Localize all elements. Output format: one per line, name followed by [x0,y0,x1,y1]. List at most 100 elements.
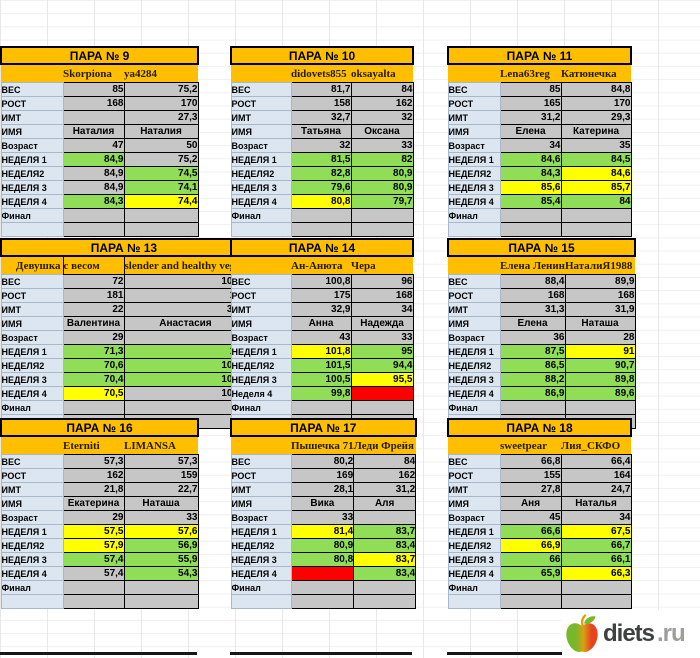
value-cell[interactable]: 29 [62,510,125,525]
value-cell[interactable]: Оксана [350,124,414,139]
row-label-cell[interactable]: ИМТ [447,482,501,497]
value-cell[interactable] [123,580,199,595]
value-cell[interactable]: 28 [123,330,248,345]
value-cell[interactable]: 81,5 [290,152,352,167]
row-label-cell[interactable]: ИМТ [447,302,501,317]
row-label-cell[interactable]: РОСТ [0,96,64,111]
row-label-cell[interactable]: ИМЯ [447,316,501,331]
value-cell[interactable] [290,566,355,581]
row-label-cell[interactable]: Возраст [0,330,64,345]
value-cell[interactable] [560,208,632,223]
pair-name-label-cell[interactable] [231,436,291,455]
value-cell[interactable]: 65,9 [499,566,562,581]
value-cell[interactable]: 101,8 [290,344,352,359]
row-label-cell[interactable]: Возраст [230,510,292,525]
value-cell[interactable]: 22,7 [123,482,199,497]
pair-name-label-cell[interactable] [448,64,500,83]
row-label-cell[interactable]: НЕДЕЛЯ2 [0,358,64,373]
value-cell[interactable]: 162 [62,468,125,483]
value-cell[interactable] [350,208,414,223]
row-label-cell[interactable]: НЕДЕЛЯ 4 [447,566,501,581]
value-cell[interactable]: Анастасия [123,316,248,331]
row-label-cell[interactable]: НЕДЕЛЯ 1 [0,152,64,167]
pair-name-1-cell[interactable]: Skorpiona [63,64,124,83]
row-label-cell[interactable]: РОСТ [447,96,501,111]
pair-name-1-cell[interactable]: Lena63reg [500,64,561,83]
value-cell[interactable]: 36 [499,330,566,345]
value-cell[interactable] [499,400,566,415]
value-cell[interactable] [290,400,352,415]
value-cell[interactable]: 28,1 [290,482,355,497]
row-label-cell[interactable]: НЕДЕЛЯ 4 [0,566,64,581]
row-label-cell[interactable]: ВЕС [230,82,292,97]
value-cell[interactable]: 83,4 [353,538,417,553]
value-cell[interactable]: 66 [499,552,562,567]
value-cell[interactable]: 66,9 [499,538,562,553]
value-cell[interactable] [499,594,562,609]
value-cell[interactable]: 84,6 [560,166,632,181]
value-cell[interactable]: 170 [123,96,199,111]
row-label-cell[interactable]: НЕДЕЛЯ 1 [0,524,64,539]
row-label-cell[interactable]: НЕДЕЛЯ 1 [230,524,292,539]
row-label-cell[interactable]: Возраст [447,330,501,345]
value-cell[interactable] [62,594,125,609]
row-label-cell[interactable]: РОСТ [230,288,292,303]
row-label-cell[interactable]: ВЕС [230,274,292,289]
value-cell[interactable]: 50 [123,138,199,153]
value-cell[interactable]: 37,7 [123,302,248,317]
row-label-cell[interactable]: Возраст [0,138,64,153]
value-cell[interactable]: Наталия [123,124,199,139]
row-label-cell[interactable]: РОСТ [230,468,292,483]
value-cell[interactable]: 74,1 [123,180,199,195]
value-cell[interactable] [290,222,352,237]
value-cell[interactable]: 85,7 [560,180,632,195]
row-label-cell[interactable]: ИМТ [230,110,292,125]
value-cell[interactable]: 162 [350,96,414,111]
value-cell[interactable]: 79,6 [290,180,352,195]
row-label-cell[interactable]: НЕДЕЛЯ 1 [447,524,501,539]
row-label-cell[interactable]: РОСТ [230,96,292,111]
pair-name-label-cell[interactable] [231,64,291,83]
row-label-cell[interactable]: ВЕС [230,454,292,469]
value-cell[interactable]: 99,8 [290,386,352,401]
value-cell[interactable]: 84,9 [62,180,125,195]
value-cell[interactable]: 57,3 [123,454,199,469]
value-cell[interactable]: Вика [290,496,355,511]
value-cell[interactable]: 82,8 [290,166,352,181]
value-cell[interactable]: Елена [499,124,562,139]
value-cell[interactable] [62,208,125,223]
row-label-cell[interactable]: Финал [447,208,501,223]
value-cell[interactable]: 29 [62,330,125,345]
row-label-cell[interactable]: РОСТ [447,468,501,483]
value-cell[interactable]: 101,5 [290,358,352,373]
row-label-cell[interactable]: Неделя 4 [230,386,292,401]
row-label-cell[interactable]: ВЕС [447,454,501,469]
value-cell[interactable]: 33 [123,510,199,525]
value-cell[interactable]: 66,7 [560,538,632,553]
value-cell[interactable]: 168 [350,288,414,303]
row-label-cell[interactable]: НЕДЕЛЯ 3 [0,372,64,387]
row-label-cell[interactable] [230,594,292,609]
value-cell[interactable]: 66,6 [499,524,562,539]
value-cell[interactable]: 34 [499,138,562,153]
pair-title-cell[interactable]: ПАРА № 18 [447,418,632,437]
row-label-cell[interactable]: НЕДЕЛЯ 1 [230,152,292,167]
pair-name-2-cell[interactable]: НаталиЯ1988 [565,256,635,275]
pair-title-cell[interactable]: ПАРА № 15 [447,238,636,257]
value-cell[interactable]: 33 [350,330,414,345]
value-cell[interactable]: 84,9 [62,166,125,181]
value-cell[interactable]: 89,6 [564,386,636,401]
pair-title-cell[interactable]: ПАРА № 10 [230,46,414,65]
value-cell[interactable] [123,208,199,223]
value-cell[interactable]: 80,8 [290,552,355,567]
value-cell[interactable]: 175 [290,288,352,303]
value-cell[interactable]: 84 [353,454,417,469]
value-cell[interactable]: 33 [350,138,414,153]
pair-name-2-cell[interactable]: slender and healthy vegan [123,256,247,275]
row-label-cell[interactable]: ВЕС [0,82,64,97]
value-cell[interactable] [560,594,632,609]
value-cell[interactable]: 85,6 [499,180,562,195]
value-cell[interactable] [62,222,125,237]
pair-name-label-cell[interactable] [448,256,500,275]
value-cell[interactable]: 100,8 [290,274,352,289]
